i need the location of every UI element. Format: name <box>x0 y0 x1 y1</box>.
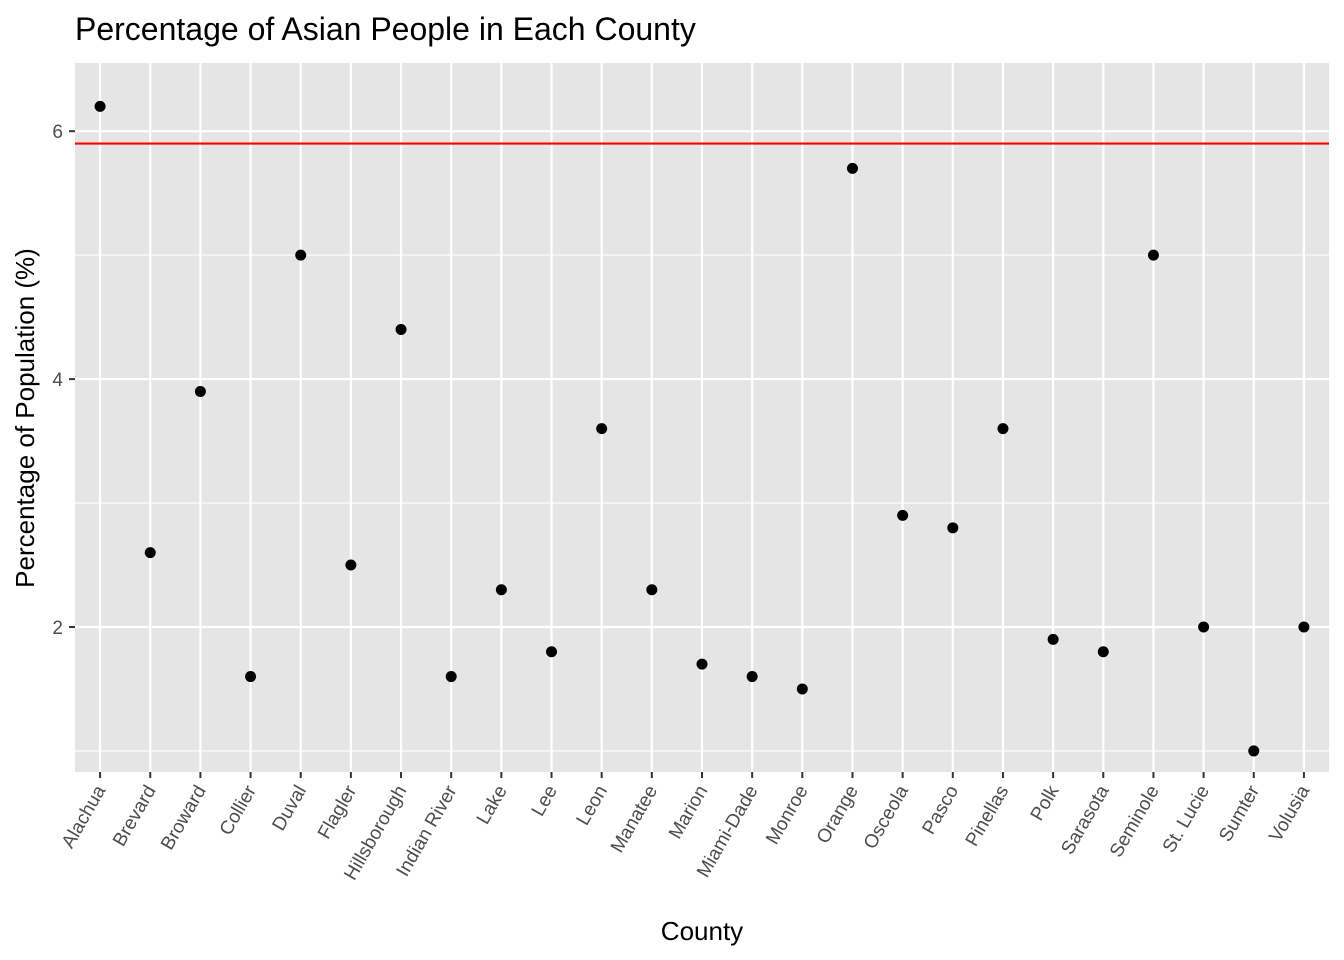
data-point-miami-dade <box>746 671 758 683</box>
data-point-orange <box>846 162 858 174</box>
data-point-lake <box>495 584 507 596</box>
data-point-alachua <box>94 100 106 112</box>
x-tick-label: Collier <box>216 781 261 839</box>
x-tick-label: Pinellas <box>962 782 1013 850</box>
chart-title: Percentage of Asian People in Each Count… <box>75 11 696 47</box>
x-tick-label: Lake <box>473 782 512 828</box>
data-point-collier <box>245 671 257 683</box>
data-point-hillsborough <box>395 323 407 335</box>
x-tick-label: Brevard <box>109 782 160 850</box>
data-point-broward <box>194 385 206 397</box>
major-gridlines <box>75 63 1329 772</box>
data-point-monroe <box>796 683 808 695</box>
data-point-osceola <box>897 509 909 521</box>
x-axis-title: County <box>661 916 743 946</box>
x-tick-label: Pasco <box>919 782 964 838</box>
data-point-seminole <box>1147 249 1159 261</box>
data-point-indian-river <box>445 671 457 683</box>
y-axis: 2 4 6 <box>52 122 75 639</box>
x-tick-label: Duval <box>269 782 311 835</box>
data-point-duval <box>295 249 307 261</box>
data-point-pinellas <box>997 423 1009 435</box>
x-tick-label: Flagler <box>314 781 362 842</box>
data-points <box>94 100 1310 757</box>
data-point-polk <box>1047 633 1059 645</box>
x-tick-label: Lee <box>528 782 562 820</box>
y-tick-label: 4 <box>52 370 63 391</box>
data-point-lee <box>546 646 558 658</box>
y-tick-label: 2 <box>52 618 63 639</box>
y-axis-title: Percentage of Population (%) <box>10 248 40 588</box>
x-tick-label: Manatee <box>607 782 662 857</box>
data-point-leon <box>596 423 608 435</box>
data-point-flagler <box>345 559 357 571</box>
x-tick-label: Monroe <box>762 782 812 848</box>
x-tick-label: Osceola <box>860 782 913 853</box>
data-point-manatee <box>646 584 658 596</box>
x-tick-label: Alachua <box>58 782 111 852</box>
x-tick-label: Sarasota <box>1057 782 1113 859</box>
x-tick-label: Marion <box>665 782 712 843</box>
x-tick-label: Broward <box>157 782 211 854</box>
data-point-pasco <box>947 522 959 534</box>
x-tick-label: Seminole <box>1106 782 1164 861</box>
data-point-st-lucie <box>1198 621 1210 633</box>
data-point-brevard <box>144 547 156 559</box>
x-tick-label: Sumter <box>1215 781 1264 845</box>
data-point-sumter <box>1248 745 1260 757</box>
x-tick-label: St. Lucie <box>1159 782 1214 857</box>
data-point-sarasota <box>1097 646 1109 658</box>
data-point-marion <box>696 658 708 670</box>
x-tick-label: Polk <box>1027 782 1064 825</box>
x-tick-label: Volusia <box>1265 782 1314 846</box>
y-tick-label: 6 <box>52 122 63 143</box>
x-tick-label: Leon <box>573 782 612 829</box>
x-tick-label: Orange <box>813 782 863 847</box>
data-point-volusia <box>1298 621 1310 633</box>
